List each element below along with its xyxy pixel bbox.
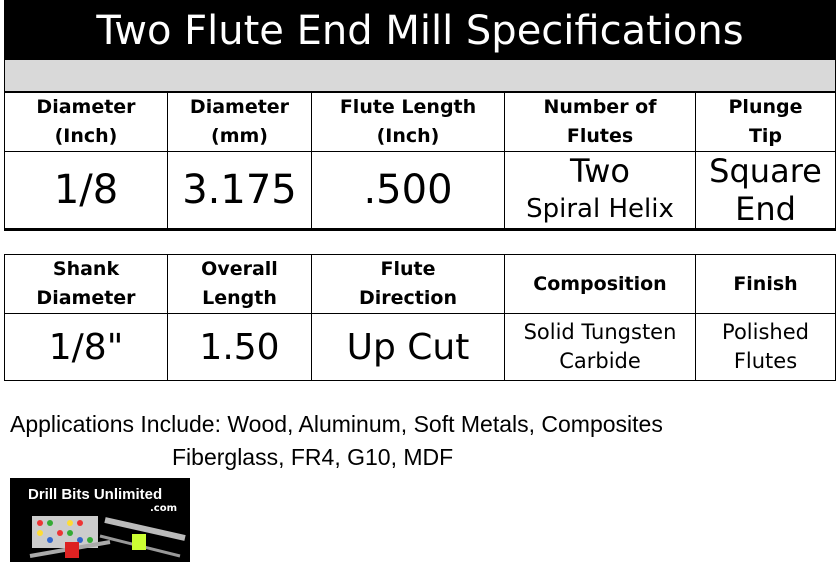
flutes-sub: Spiral Helix: [526, 194, 674, 224]
drill-bits-unlimited-logo: Drill Bits Unlimited .com: [10, 478, 190, 562]
spacer-band: [4, 60, 836, 92]
header-diameter-inch: Diameter (Inch): [4, 92, 168, 152]
header-overall-length: Overall Length: [167, 254, 312, 314]
value-shank-diameter: 1/8": [4, 313, 168, 381]
header-finish: Finish: [695, 254, 836, 314]
logo-text: Drill Bits Unlimited: [28, 486, 163, 503]
page-title: Two Flute End Mill Specifications: [4, 0, 836, 60]
value-finish: Polished Flutes: [695, 313, 836, 381]
value-overall-length: 1.50: [167, 313, 312, 381]
value-flute-direction: Up Cut: [311, 313, 505, 381]
value-flute-length: .500: [311, 151, 505, 230]
tip-main: Square: [709, 152, 822, 190]
drill-bits-image: [29, 516, 186, 558]
spec-table-1: Diameter (Inch) Diameter (mm) Flute Leng…: [4, 92, 836, 231]
logo-sub: .com: [150, 503, 178, 514]
header-flute-length: Flute Length (Inch): [311, 92, 505, 152]
header-composition: Composition: [504, 254, 696, 314]
applications-line-2: Fiberglass, FR4, G10, MDF: [172, 444, 454, 470]
header-flute-direction: Flute Direction: [311, 254, 505, 314]
value-plunge-tip: Square End: [695, 151, 836, 230]
applications-line-1: Applications Include: Wood, Aluminum, So…: [10, 411, 663, 437]
header-number-of-flutes: Number of Flutes: [504, 92, 696, 152]
value-number-of-flutes: Two Spiral Helix: [504, 151, 696, 230]
header-shank-diameter: Shank Diameter: [4, 254, 168, 314]
spec-table-2: Shank Diameter Overall Length Flute Dire…: [4, 254, 836, 381]
value-composition: Solid Tungsten Carbide: [504, 313, 696, 381]
header-diameter-mm: Diameter (mm): [167, 92, 312, 152]
header-plunge-tip: Plunge Tip: [695, 92, 836, 152]
tip-sub: End: [735, 190, 796, 228]
value-diameter-mm: 3.175: [167, 151, 312, 230]
value-diameter-inch: 1/8: [4, 151, 168, 230]
flutes-main: Two: [570, 152, 630, 190]
